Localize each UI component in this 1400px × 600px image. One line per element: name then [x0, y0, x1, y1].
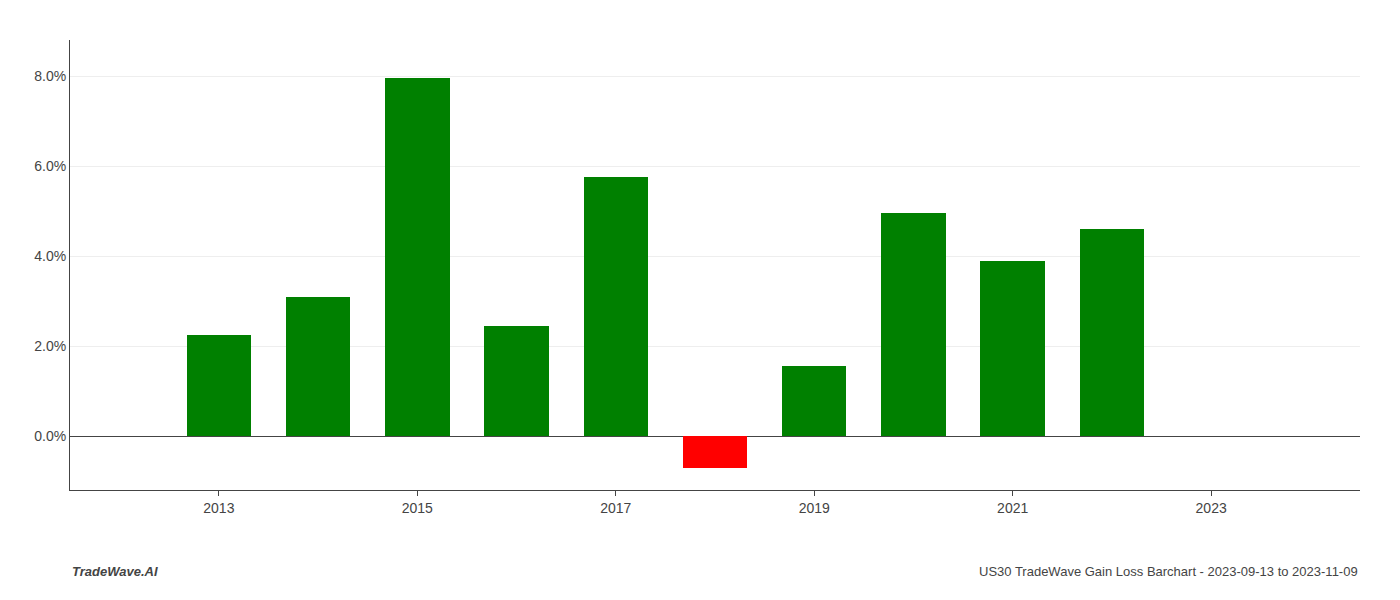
- svg-text:2019: 2019: [799, 500, 830, 516]
- svg-text:4.0%: 4.0%: [34, 248, 66, 264]
- svg-text:2013: 2013: [203, 500, 234, 516]
- svg-text:2021: 2021: [997, 500, 1028, 516]
- svg-text:US30 TradeWave Gain Loss Barch: US30 TradeWave Gain Loss Barchart - 2023…: [979, 564, 1358, 579]
- svg-text:2023: 2023: [1196, 500, 1227, 516]
- svg-text:2015: 2015: [402, 500, 433, 516]
- svg-text:8.0%: 8.0%: [34, 68, 66, 84]
- svg-text:6.0%: 6.0%: [34, 158, 66, 174]
- svg-text:2017: 2017: [600, 500, 631, 516]
- svg-text:TradeWave.AI: TradeWave.AI: [72, 564, 158, 579]
- svg-text:0.0%: 0.0%: [34, 428, 66, 444]
- svg-text:2.0%: 2.0%: [34, 338, 66, 354]
